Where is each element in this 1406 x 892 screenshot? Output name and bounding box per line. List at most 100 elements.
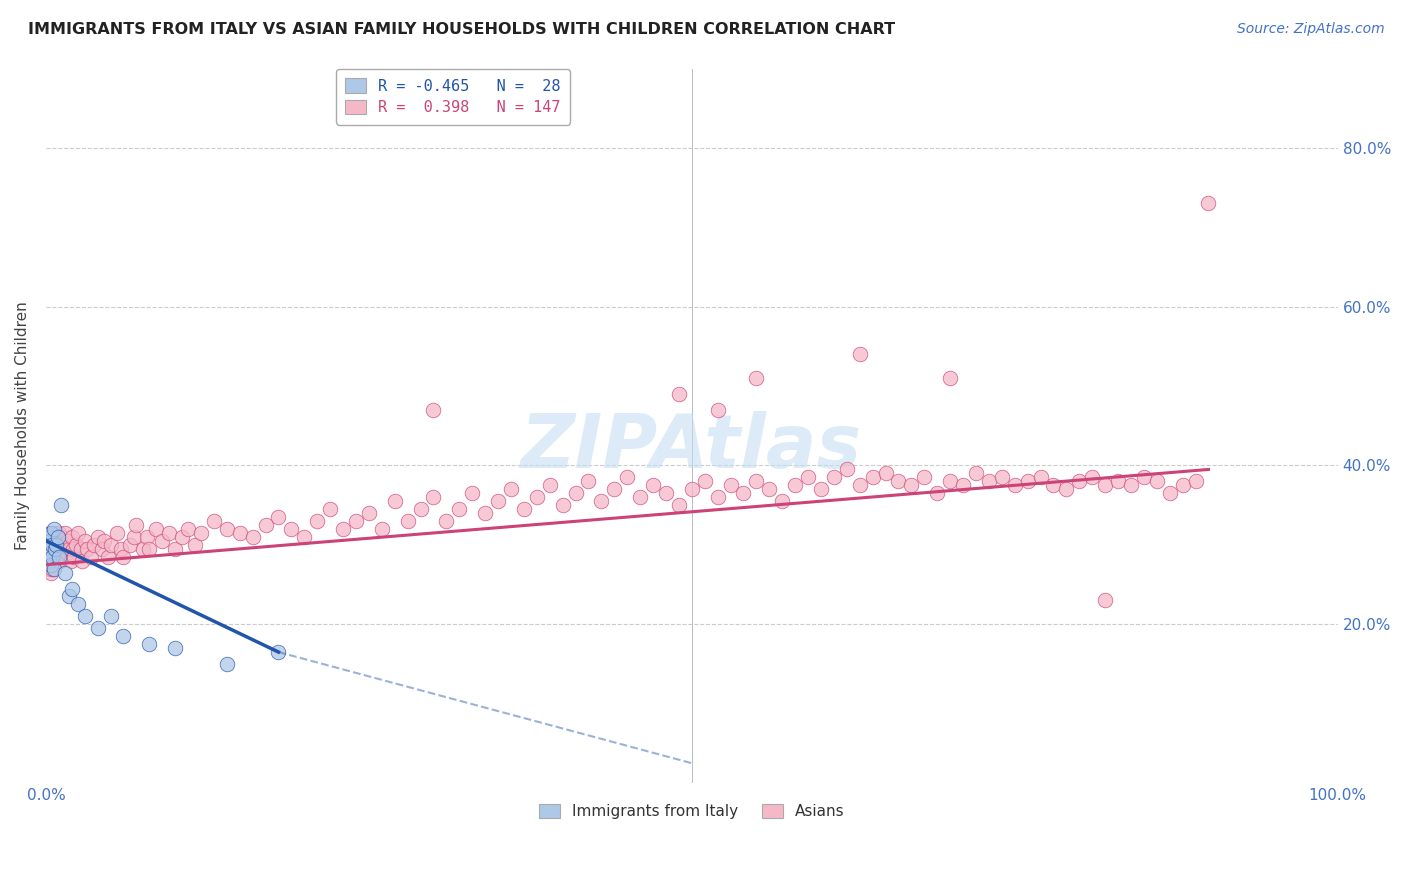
Point	[785, 478, 807, 492]
Point	[190, 525, 212, 540]
Point	[616, 470, 638, 484]
Point	[486, 494, 509, 508]
Point	[292, 530, 315, 544]
Point	[38, 554, 60, 568]
Point	[51, 546, 73, 560]
Point	[1198, 196, 1220, 211]
Point	[60, 582, 83, 596]
Point	[42, 530, 65, 544]
Legend: Immigrants from Italy, Asians: Immigrants from Italy, Asians	[533, 797, 851, 825]
Point	[38, 554, 60, 568]
Point	[83, 538, 105, 552]
Point	[668, 498, 690, 512]
Point	[145, 522, 167, 536]
Point	[62, 541, 84, 556]
Point	[177, 522, 200, 536]
Point	[46, 538, 69, 552]
Point	[396, 514, 419, 528]
Point	[48, 541, 70, 556]
Point	[65, 538, 87, 552]
Point	[1119, 478, 1142, 492]
Point	[1184, 475, 1206, 489]
Point	[681, 483, 703, 497]
Point	[56, 533, 79, 548]
Point	[706, 403, 728, 417]
Point	[332, 522, 354, 536]
Point	[135, 530, 157, 544]
Point	[170, 530, 193, 544]
Point	[1054, 483, 1077, 497]
Point	[38, 538, 60, 552]
Point	[53, 525, 76, 540]
Point	[100, 538, 122, 552]
Point	[86, 621, 108, 635]
Point	[67, 525, 90, 540]
Point	[603, 483, 626, 497]
Point	[46, 554, 69, 568]
Point	[138, 541, 160, 556]
Point	[73, 609, 96, 624]
Point	[422, 490, 444, 504]
Point	[655, 486, 678, 500]
Point	[122, 530, 145, 544]
Point	[939, 475, 962, 489]
Point	[49, 554, 72, 568]
Point	[720, 478, 742, 492]
Point	[848, 478, 870, 492]
Point	[797, 470, 820, 484]
Point	[118, 538, 141, 552]
Point	[105, 525, 128, 540]
Point	[1094, 478, 1116, 492]
Point	[1159, 486, 1181, 500]
Point	[1133, 470, 1156, 484]
Point	[434, 514, 457, 528]
Point	[49, 533, 72, 548]
Point	[70, 541, 93, 556]
Point	[551, 498, 574, 512]
Point	[991, 470, 1014, 484]
Point	[526, 490, 548, 504]
Point	[474, 506, 496, 520]
Point	[461, 486, 484, 500]
Point	[38, 525, 60, 540]
Point	[48, 525, 70, 540]
Point	[344, 514, 367, 528]
Point	[41, 538, 63, 552]
Point	[41, 549, 63, 564]
Point	[41, 549, 63, 564]
Point	[875, 467, 897, 481]
Point	[41, 562, 63, 576]
Point	[965, 467, 987, 481]
Point	[1146, 475, 1168, 489]
Point	[912, 470, 935, 484]
Point	[422, 403, 444, 417]
Point	[42, 562, 65, 576]
Point	[51, 530, 73, 544]
Point	[58, 590, 80, 604]
Point	[810, 483, 832, 497]
Point	[112, 549, 135, 564]
Point	[90, 541, 112, 556]
Point	[63, 549, 86, 564]
Point	[100, 609, 122, 624]
Point	[1171, 478, 1194, 492]
Point	[215, 657, 238, 671]
Point	[733, 486, 755, 500]
Point	[42, 522, 65, 536]
Point	[564, 486, 586, 500]
Point	[38, 533, 60, 548]
Point	[45, 549, 67, 564]
Point	[578, 475, 600, 489]
Y-axis label: Family Households with Children: Family Households with Children	[15, 301, 30, 550]
Point	[706, 490, 728, 504]
Point	[58, 541, 80, 556]
Point	[37, 546, 59, 560]
Point	[1069, 475, 1091, 489]
Point	[668, 387, 690, 401]
Point	[38, 533, 60, 548]
Point	[150, 533, 173, 548]
Point	[1029, 470, 1052, 484]
Point	[228, 525, 250, 540]
Point	[55, 546, 77, 560]
Point	[499, 483, 522, 497]
